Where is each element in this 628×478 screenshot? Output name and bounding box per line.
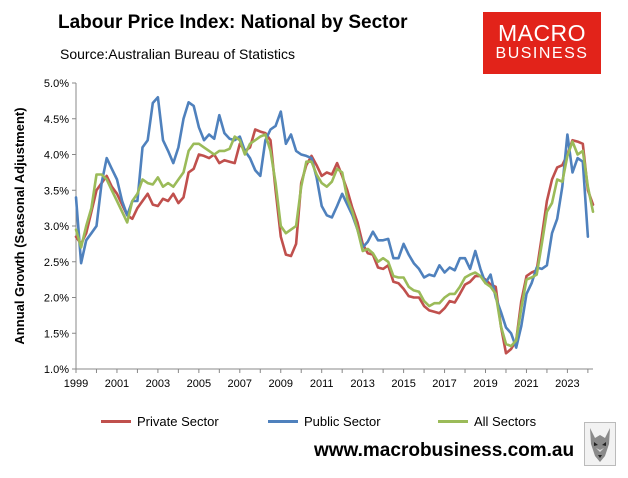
y-ticks: 1.0% 1.5% 2.0% 2.5% 3.0% 3.5% 4.0% 4.5% 5.0% bbox=[44, 78, 76, 376]
y-tick-label: 4.0% bbox=[44, 150, 69, 162]
x-tick-label: 2007 bbox=[228, 378, 252, 390]
chart-axes bbox=[75, 83, 593, 370]
y-tick-label: 1.0% bbox=[44, 364, 69, 376]
chart-source: Source:Australian Bureau of Statistics bbox=[60, 46, 296, 62]
legend-item-public: Public Sector bbox=[268, 414, 381, 429]
series-line-all-sectors bbox=[74, 133, 595, 348]
legend-item-private: Private Sector bbox=[101, 414, 219, 429]
legend-label-public: Public Sector bbox=[304, 414, 381, 429]
y-tick-label: 3.5% bbox=[44, 185, 69, 197]
x-tick-label: 2005 bbox=[187, 378, 211, 390]
x-tick-label: 2017 bbox=[432, 378, 456, 390]
y-tick-label: 2.5% bbox=[44, 257, 69, 269]
y-tick-label: 2.0% bbox=[44, 293, 69, 305]
y-axis-label: Annual Growth (Seasonal Adjustment) bbox=[12, 107, 27, 344]
series-line-private-sector bbox=[74, 128, 595, 355]
legend-swatch-all bbox=[438, 420, 468, 423]
x-tick-label: 2015 bbox=[391, 378, 415, 390]
y-tick-label: 5.0% bbox=[44, 78, 69, 90]
legend-swatch-public bbox=[268, 420, 298, 423]
legend-label-private: Private Sector bbox=[137, 414, 219, 429]
x-ticks: 1999 2001 2003 2005 2007 2009 2011 2013 2015 2017… bbox=[64, 369, 589, 390]
series-line-public-sector bbox=[74, 96, 590, 349]
x-tick-label: 1999 bbox=[64, 378, 88, 390]
x-tick-label: 2003 bbox=[146, 378, 170, 390]
website-url: www.macrobusiness.com.au bbox=[314, 440, 575, 461]
x-tick-label: 2013 bbox=[350, 378, 374, 390]
x-tick-label: 2011 bbox=[310, 378, 334, 390]
chart-legend: Private Sector Public Sector All Sectors bbox=[0, 414, 628, 434]
series-lines bbox=[74, 96, 595, 355]
macrobusiness-logo: MACRO BUSINESS bbox=[483, 12, 601, 74]
x-tick-label: 2021 bbox=[514, 378, 538, 390]
x-tick-label: 2019 bbox=[473, 378, 497, 390]
wolf-icon bbox=[584, 422, 616, 466]
x-tick-label: 2023 bbox=[555, 378, 579, 390]
x-tick-label: 2001 bbox=[105, 378, 129, 390]
logo-line1: MACRO bbox=[497, 20, 587, 46]
legend-item-all: All Sectors bbox=[438, 414, 536, 429]
chart-title: Labour Price Index: National by Sector bbox=[58, 12, 408, 33]
y-tick-label: 4.5% bbox=[44, 114, 69, 126]
legend-swatch-private bbox=[101, 420, 131, 423]
y-tick-label: 3.0% bbox=[44, 221, 69, 233]
logo-line2: BUSINESS bbox=[495, 45, 589, 62]
x-tick-label: 2009 bbox=[269, 378, 293, 390]
legend-label-all: All Sectors bbox=[474, 414, 537, 429]
y-tick-label: 1.5% bbox=[44, 328, 69, 340]
